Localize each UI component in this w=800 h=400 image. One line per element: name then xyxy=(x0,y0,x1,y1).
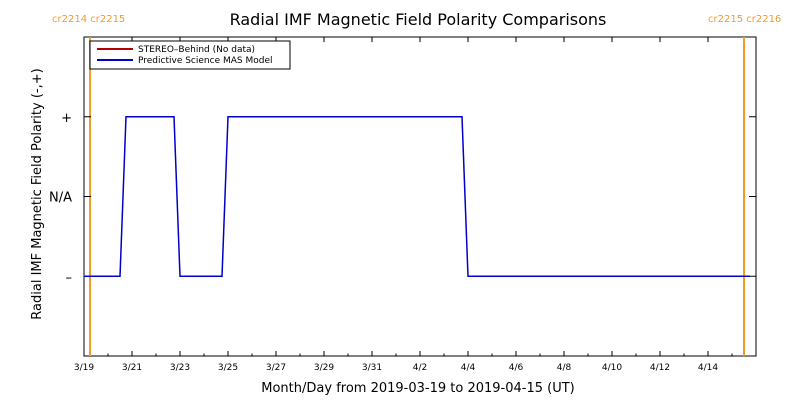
plot-frame xyxy=(83,36,757,357)
x-tick-label: 3/27 xyxy=(266,363,286,373)
x-tick-label: 3/29 xyxy=(314,363,334,373)
x-tick-label: 4/8 xyxy=(557,363,572,373)
legend-box xyxy=(89,40,291,70)
y-tick-label: – xyxy=(66,270,73,285)
y-axis-label: Radial IMF Magnetic Field Polarity (-,+) xyxy=(30,68,45,319)
y-tick-label: + xyxy=(61,111,72,126)
legend-label: Predictive Science MAS Model xyxy=(138,56,273,66)
x-axis-label: Month/Day from 2019-03-19 to 2019-04-15 … xyxy=(261,381,574,396)
x-tick-label: 3/23 xyxy=(170,363,190,373)
series-line-mas-model xyxy=(84,116,750,278)
x-tick-label: 4/10 xyxy=(602,363,622,373)
x-tick-label: 4/14 xyxy=(698,363,718,373)
chart-title: Radial IMF Magnetic Field Polarity Compa… xyxy=(230,10,607,29)
x-tick-label: 4/12 xyxy=(650,363,670,373)
x-tick-label: 3/31 xyxy=(362,363,382,373)
y-tick-label: N/A xyxy=(49,191,72,206)
legend: STEREO–Behind (No data)Predictive Scienc… xyxy=(89,40,291,70)
x-tick-label: 4/4 xyxy=(461,363,476,373)
carrington-rotation-label: cr2215 cr2216 xyxy=(708,14,781,25)
x-axis: 3/19 3/21 3/23 3/25 3/27 3/29 3/31 4/2 4/4 4/6 4/8… xyxy=(74,37,757,373)
x-tick-label: 3/25 xyxy=(218,363,238,373)
x-tick-label: 3/21 xyxy=(122,363,142,373)
legend-label: STEREO–Behind (No data) xyxy=(138,45,255,55)
y-axis: + N/A – xyxy=(49,111,756,285)
series-layer xyxy=(84,116,750,278)
x-tick-label: 4/2 xyxy=(413,363,427,373)
x-tick-label: 3/19 xyxy=(74,363,94,373)
x-tick-label: 4/6 xyxy=(509,363,524,373)
carrington-rotation-label: cr2214 cr2215 xyxy=(52,14,125,25)
